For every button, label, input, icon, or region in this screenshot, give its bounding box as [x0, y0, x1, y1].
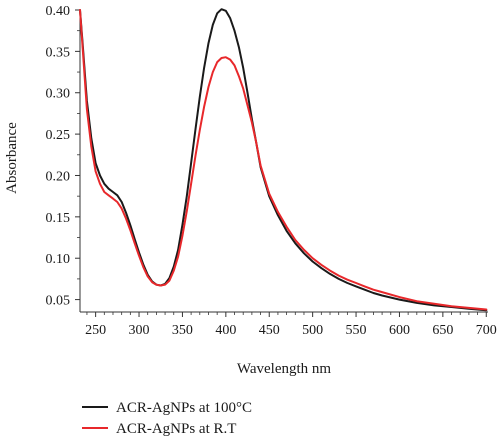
y-tick-label: 0.25 — [46, 128, 71, 143]
x-tick-label: 500 — [302, 323, 323, 338]
y-tick-label: 0.35 — [46, 45, 71, 60]
y-axis-title: Absorbance — [4, 122, 20, 194]
tick-marks — [75, 9, 487, 317]
legend-label: ACR-AgNPs at R.T — [116, 421, 236, 437]
axes — [79, 10, 488, 313]
plot-series — [79, 8, 488, 312]
y-tick-label: 0.40 — [46, 4, 71, 19]
x-tick-label: 650 — [432, 323, 453, 338]
x-tick-label: 400 — [215, 323, 236, 338]
y-tick-label: 0.30 — [46, 87, 71, 102]
series-line-1 — [79, 8, 488, 312]
x-tick-label: 300 — [129, 323, 150, 338]
x-tick-label: 350 — [172, 323, 193, 338]
x-tick-label: 450 — [259, 323, 280, 338]
y-tick-label: 0.05 — [46, 294, 71, 309]
legend: ACR-AgNPs at 100°C ACR-AgNPs at R.T — [82, 400, 252, 437]
x-axis-title: Wavelength nm — [237, 361, 332, 377]
y-tick-label: 0.20 — [46, 169, 71, 184]
x-tick-label: 700 — [476, 323, 497, 338]
y-tick-label: 0.10 — [46, 252, 71, 267]
y-tick-label: 0.15 — [46, 211, 71, 226]
x-tick-label: 250 — [85, 323, 106, 338]
x-tick-label: 600 — [389, 323, 410, 338]
series-line-2 — [79, 9, 488, 311]
legend-label: ACR-AgNPs at 100°C — [116, 400, 252, 416]
x-tick-label: 550 — [346, 323, 367, 338]
tick-labels: 250 300 350 400 450 500 550 600 650 700 0.05 0.10 0.… — [46, 4, 497, 338]
